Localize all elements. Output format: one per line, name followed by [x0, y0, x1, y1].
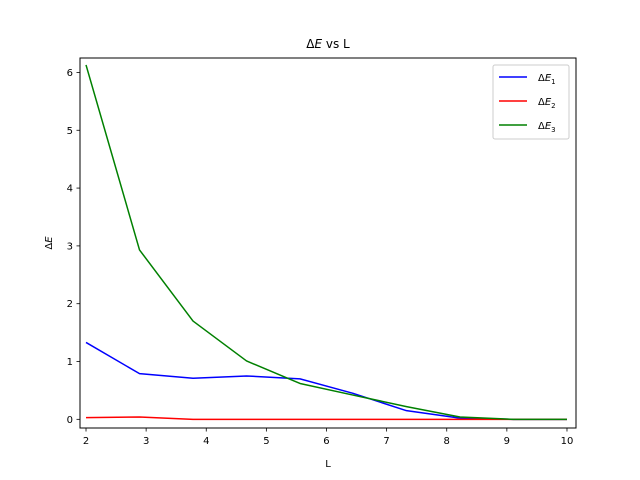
series-line-2	[86, 416, 567, 421]
x-tick-label: 2	[83, 436, 89, 447]
y-tick-label: 3	[67, 241, 73, 252]
y-tick-label: 1	[67, 357, 73, 368]
series-line-3	[85, 64, 567, 421]
plot-area	[85, 64, 567, 421]
legend-label-3: ΔE3	[538, 121, 556, 134]
legend-label-1: ΔE1	[538, 73, 556, 86]
series-line-1	[85, 341, 567, 421]
x-tick-label: 6	[323, 436, 329, 447]
x-tick-label: 9	[504, 436, 510, 447]
x-tick-label: 8	[444, 436, 450, 447]
axes-frame	[79, 57, 577, 429]
y-tick-label: 5	[67, 126, 73, 137]
y-tick-label: 0	[67, 415, 73, 426]
y-tick-label: 6	[67, 68, 73, 79]
x-axis-label: L	[325, 459, 331, 470]
chart-title: ΔE vs L	[306, 37, 350, 51]
y-tick-label: 4	[67, 184, 73, 195]
x-axis-ticks: 2 3 4 5 6 7 8 9 10	[83, 428, 574, 447]
x-tick-label: 3	[143, 436, 149, 447]
x-tick-label: 5	[263, 436, 269, 447]
legend-label-2: ΔE2	[538, 97, 556, 110]
x-tick-label: 10	[561, 436, 574, 447]
legend-box	[492, 64, 570, 140]
x-tick-label: 7	[383, 436, 389, 447]
legend: ΔE1 ΔE2 ΔE3	[492, 64, 570, 140]
x-tick-label: 4	[203, 436, 209, 447]
y-tick-label: 2	[67, 299, 73, 310]
y-axis-ticks: 0 1 2 3 4 5 6	[67, 68, 80, 426]
y-axis-label: ΔE	[44, 236, 55, 250]
